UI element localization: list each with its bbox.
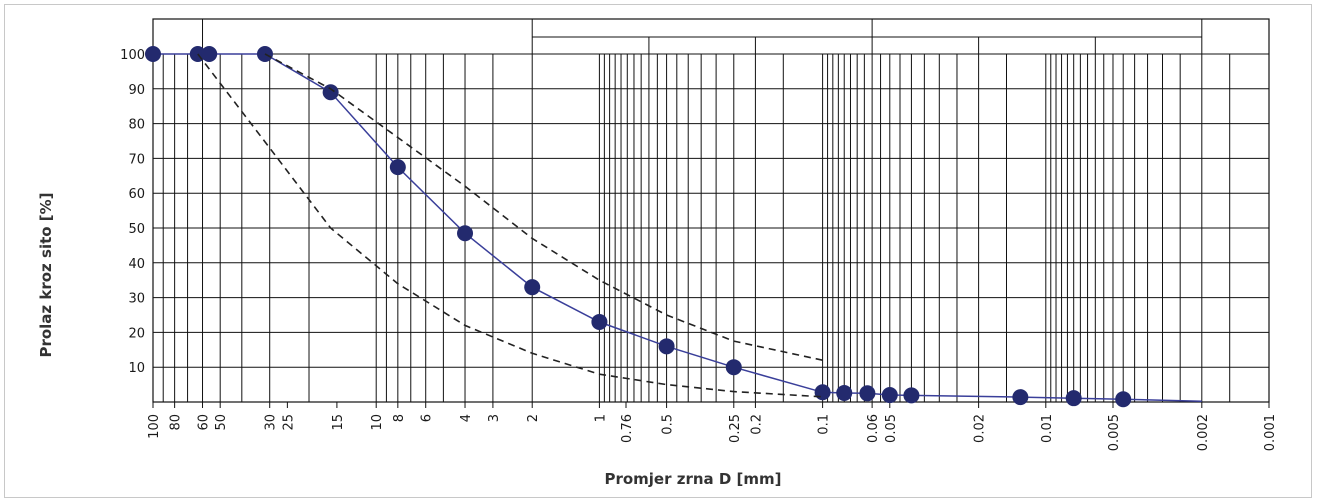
x-tick-label: 6	[420, 414, 435, 422]
data-point-marker	[836, 384, 853, 401]
data-point-marker	[859, 385, 876, 402]
y-tick-label: 10	[128, 361, 145, 376]
x-tick-label: 60	[197, 414, 212, 431]
data-point-marker	[658, 338, 675, 355]
x-tick-label: 10	[370, 414, 385, 431]
data-point-marker	[1115, 391, 1132, 408]
y-tick-label: 80	[128, 118, 145, 133]
data-point-marker	[1065, 390, 1082, 407]
x-tick-label: 8	[392, 414, 407, 422]
data-point-marker	[814, 384, 831, 401]
data-point-marker	[256, 46, 273, 62]
x-tick-label: 0.002	[1196, 414, 1211, 451]
y-axis-label: Prolaz kroz sito [%]	[37, 192, 55, 357]
y-tick-label: 20	[128, 326, 145, 341]
x-tick-label: 0.2	[749, 414, 764, 435]
envelope-line-1	[197, 53, 823, 398]
x-tick-label: 30	[264, 414, 279, 431]
y-tick-label: 30	[128, 292, 145, 307]
x-tick-label: 4	[459, 414, 474, 422]
envelope-line-2	[264, 53, 823, 361]
x-tick-label: 0.25	[728, 414, 743, 443]
x-tick-label: 50	[214, 414, 229, 431]
data-point-marker	[457, 225, 474, 242]
x-tick-label: 0.1	[817, 414, 832, 435]
series-group	[145, 46, 1202, 408]
data-point-marker	[145, 46, 161, 62]
classification-header	[153, 19, 1269, 55]
y-tick-label: 40	[128, 257, 145, 272]
x-tick-label: 15	[331, 414, 346, 431]
x-axis-ticks: 100 80 60 50 30 25 15 10 8 6 4 3 2 1 0.76 0.5 0.25 0.2 0.1…	[147, 402, 1278, 451]
x-tick-label: 0.005	[1107, 414, 1122, 451]
x-tick-label: 1	[593, 414, 608, 422]
chart-frame: 10 20 30 40 50 60 70 80 90 100 100 80 60 50 30 25 15 10 8…	[4, 4, 1312, 498]
x-tick-label: 0.01	[1040, 414, 1055, 443]
y-tick-label: 90	[128, 83, 145, 98]
x-tick-label: 3	[487, 414, 502, 422]
plot-border	[152, 18, 1270, 403]
y-tick-label: 60	[128, 187, 145, 202]
data-point-marker	[725, 359, 742, 376]
data-point-marker	[903, 387, 920, 404]
data-point-marker	[591, 313, 608, 330]
grid	[152, 18, 1270, 403]
x-tick-label: 0.02	[973, 414, 988, 443]
data-point-marker	[1012, 389, 1029, 406]
x-tick-label: 25	[281, 414, 296, 431]
x-axis-label: Promjer zrna D [mm]	[604, 470, 781, 488]
data-point-marker	[201, 46, 218, 62]
data-point-marker	[389, 159, 406, 176]
y-tick-label: 50	[128, 222, 145, 237]
data-point-marker	[881, 387, 898, 404]
y-tick-label: 70	[128, 152, 145, 167]
data-point-marker	[524, 279, 541, 296]
x-tick-label: 0.5	[661, 414, 676, 435]
x-tick-label: 0.06	[866, 414, 881, 443]
data-point-marker	[322, 84, 339, 101]
x-tick-label: 0.05	[884, 414, 899, 443]
x-tick-label: 0.76	[620, 414, 635, 443]
x-tick-label: 0.001	[1263, 414, 1278, 451]
y-tick-label: 100	[120, 48, 145, 63]
x-tick-label: 2	[526, 414, 541, 422]
x-tick-label: 100	[147, 414, 162, 439]
y-axis-ticks: 10 20 30 40 50 60 70 80 90 100	[120, 48, 145, 376]
x-tick-label: 80	[169, 414, 184, 431]
